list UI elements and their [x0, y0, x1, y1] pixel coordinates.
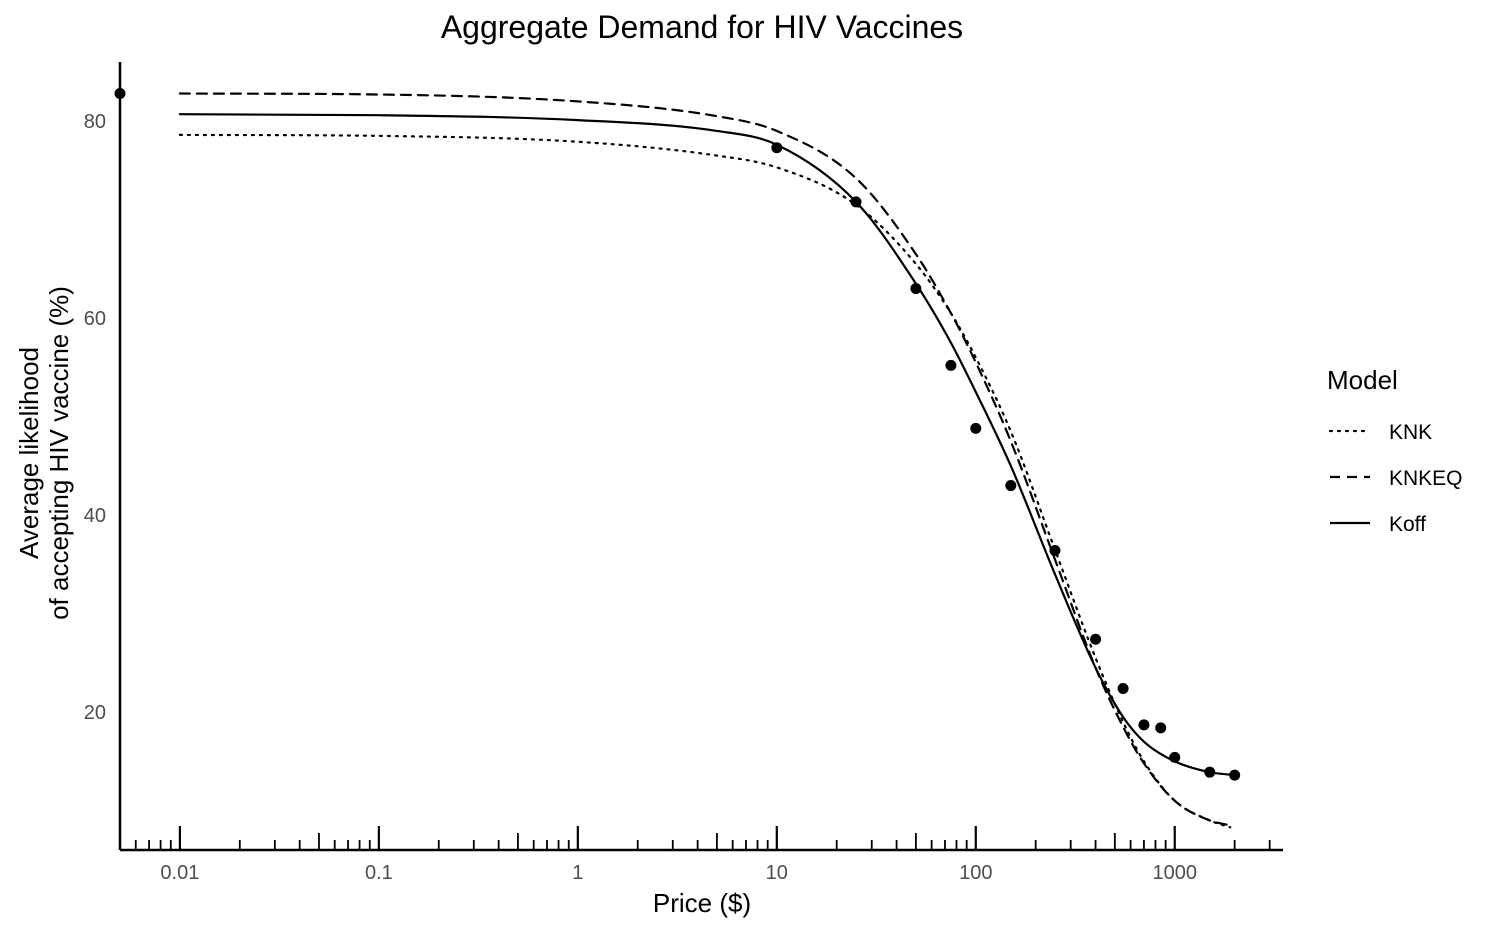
x-axis-label: Price ($) — [653, 888, 751, 918]
y-tick-label: 40 — [84, 505, 106, 527]
plot-area: 0.01 0.1 1 10 100 1000 20 40 60 80 — [84, 62, 1283, 884]
legend-label-knkeq: KNKEQ — [1389, 467, 1463, 490]
x-tick-label: 100 — [959, 862, 992, 884]
observed-point — [1090, 633, 1102, 645]
x-tick-label: 0.1 — [365, 862, 393, 884]
model-curves — [178, 92, 1236, 829]
series-line-koff — [178, 113, 1236, 777]
observed-point — [850, 196, 862, 208]
legend-label-knk: KNK — [1389, 421, 1432, 444]
y-axis-label-line-2: of accepting HIV vaccine (%) — [44, 286, 74, 620]
x-tick-label: 1000 — [1152, 862, 1197, 884]
observed-point — [1138, 719, 1150, 731]
series-line-knk — [178, 133, 1232, 829]
observed-point — [1005, 480, 1017, 492]
observed-point — [1169, 751, 1181, 763]
legend-title: Model — [1327, 365, 1398, 395]
x-tick-label: 1 — [572, 862, 583, 884]
observed-point — [1229, 769, 1241, 781]
y-axis-ticks: 20 40 60 80 — [84, 111, 106, 724]
y-tick-label: 20 — [84, 702, 106, 724]
legend: Model KNK KNKEQ Koff — [1327, 365, 1463, 536]
y-tick-label: 60 — [84, 308, 106, 330]
observed-points — [114, 88, 1241, 781]
observed-point — [1117, 682, 1129, 694]
x-tick-label: 10 — [766, 862, 788, 884]
y-axis-label-line-1: Average likelihood — [14, 347, 44, 559]
chart-title: Aggregate Demand for HIV Vaccines — [441, 9, 963, 45]
y-tick-label: 80 — [84, 111, 106, 133]
observed-point — [1049, 545, 1061, 557]
series-line-knkeq — [178, 92, 1232, 827]
x-tick-label: 0.01 — [160, 862, 199, 884]
observed-point — [1155, 722, 1167, 734]
observed-point — [771, 142, 783, 154]
observed-point — [910, 283, 922, 295]
x-axis-ticks: 0.01 0.1 1 10 100 1000 — [119, 826, 1271, 884]
observed-point — [970, 422, 982, 434]
observed-point — [114, 88, 126, 100]
observed-point — [1204, 766, 1216, 778]
legend-label-koff: Koff — [1389, 513, 1426, 536]
observed-point — [945, 359, 957, 371]
